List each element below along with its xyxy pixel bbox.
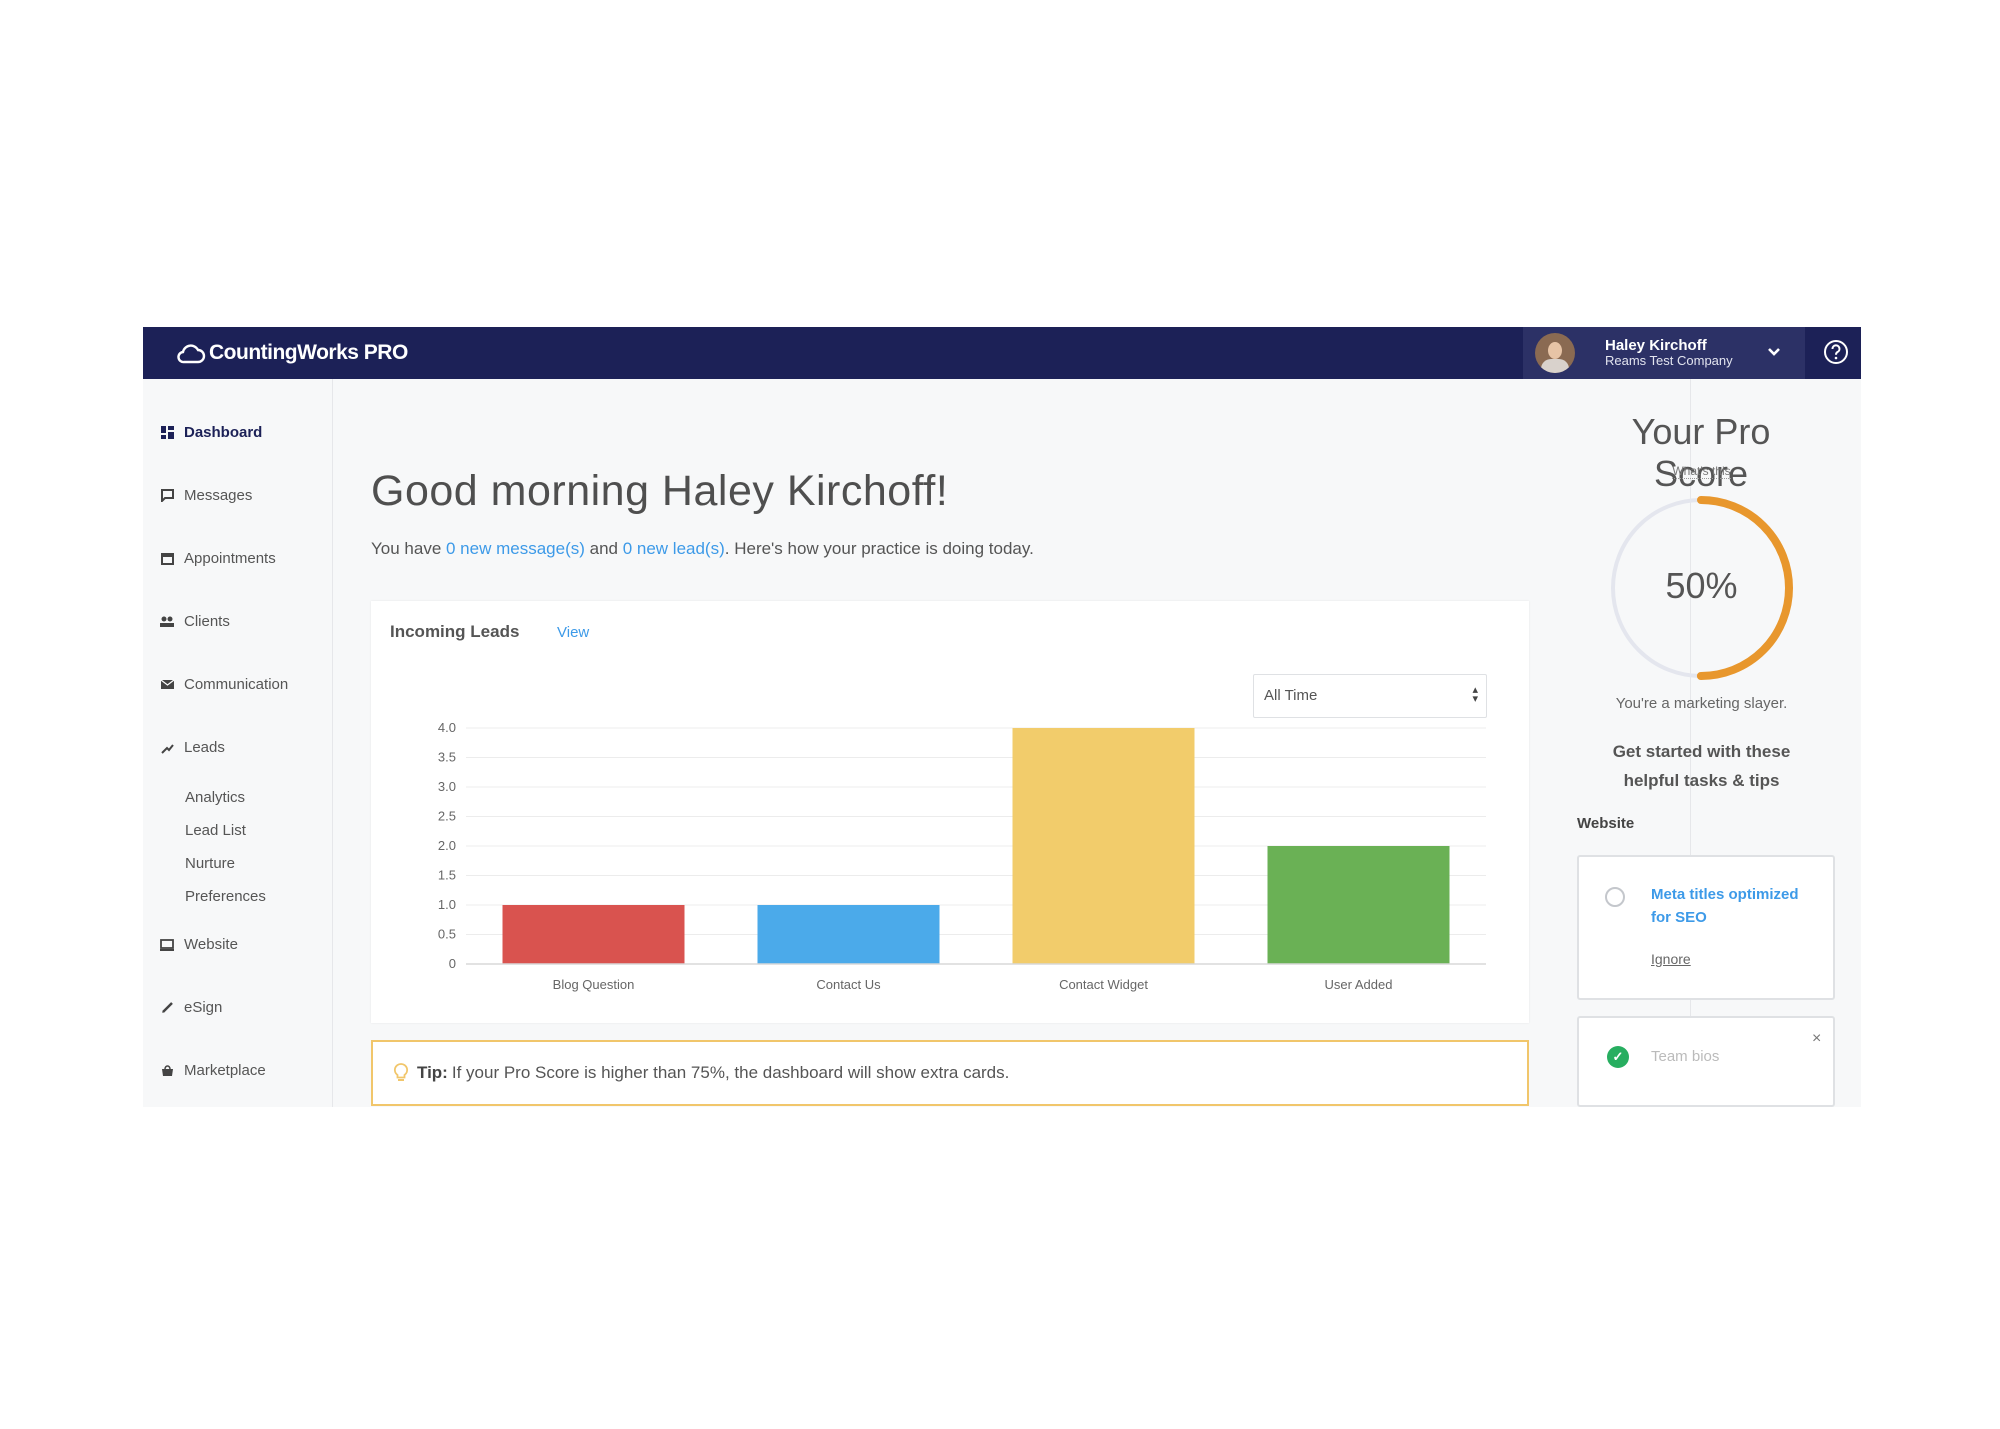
sidebar-item-label: Clients [184, 613, 230, 630]
sidebar-item-esign[interactable]: eSign [160, 999, 222, 1016]
cloud-logo-icon [177, 344, 206, 364]
marketplace-icon [160, 1064, 174, 1078]
summary-suffix: . Here's how your practice is doing toda… [724, 539, 1034, 558]
sidebar-item-label: Communication [184, 676, 289, 693]
y-tick-label: 2.5 [438, 809, 456, 824]
task-link[interactable]: Meta titles optimized for SEO [1651, 886, 1799, 926]
sidebar-item-label: Website [184, 936, 238, 953]
bar-contact-us[interactable] [757, 905, 940, 964]
summary-prefix: You have [371, 539, 446, 558]
dashboard-icon [160, 426, 174, 440]
y-tick-label: 4.0 [438, 720, 456, 735]
summary-text: You have 0 new message(s) and 0 new lead… [371, 539, 1034, 559]
sidebar-item-website[interactable]: Website [160, 936, 238, 953]
summary-middle: and [584, 539, 623, 558]
sidebar-item-label: Dashboard [184, 424, 263, 441]
communication-icon [160, 678, 174, 692]
tip-banner: Tip: If your Pro Score is higher than 75… [371, 1040, 1529, 1106]
top-navbar: CountingWorks PRO Haley Kirchoff Reams T… [143, 327, 1861, 379]
user-name: Haley Kirchoff [1605, 337, 1707, 354]
ignore-link[interactable]: Ignore [1651, 951, 1691, 967]
pro-score-message: You're a marketing slayer. [1615, 695, 1788, 712]
pro-score-value: 50% [1665, 565, 1738, 606]
sidebar-item-label: Appointments [184, 550, 276, 567]
user-menu[interactable]: Haley Kirchoff Reams Test Company [1523, 327, 1805, 379]
task-label: Team bios [1651, 1048, 1720, 1065]
y-tick-label: 0.5 [438, 927, 456, 942]
task-card-completed: ✓ Team bios × [1577, 1016, 1835, 1107]
check-icon: ✓ [1607, 1046, 1629, 1068]
section-heading: Website [1577, 815, 1635, 832]
app-window: CountingWorks PRO Haley Kirchoff Reams T… [143, 327, 1861, 1107]
leads-bar-chart: 0 0.5 1.0 1.5 2.0 2.5 3.0 3.5 4.0 Blog Question Co… [438, 720, 1486, 992]
chevron-down-icon[interactable] [1765, 343, 1783, 361]
whats-this-link[interactable]: What's this [1567, 464, 1836, 479]
date-range-value: All Time [1264, 687, 1318, 704]
page-title: Good morning Haley Kirchoff! [371, 467, 949, 515]
y-tick-label: 3.5 [438, 750, 456, 765]
tip-text: If your Pro Score is higher than 75%, th… [451, 1063, 1010, 1082]
sidebar-subitem-preferences[interactable]: Preferences [185, 888, 266, 905]
gauge-progress-arc [1609, 496, 1793, 680]
website-icon [160, 938, 174, 952]
y-tick-label: 1.0 [438, 897, 456, 912]
tasks-heading-line2: helpful tasks & tips [1623, 771, 1780, 790]
brand-logo[interactable]: CountingWorks PRO [176, 337, 408, 369]
incoming-leads-card: Incoming Leads View All Time ▴ ▾ 0 0.5 1.0 1… [371, 601, 1529, 1023]
messages-icon [160, 489, 174, 503]
bar-user-added[interactable] [1267, 846, 1450, 964]
x-tick-label: Contact Widget [1059, 977, 1148, 992]
sidebar-item-label: Messages [184, 487, 253, 504]
tip-label: Tip: [417, 1063, 448, 1082]
avatar [1535, 333, 1575, 373]
tasks-heading: Get started with these helpful tasks & t… [1567, 737, 1836, 795]
sidebar-item-label: eSign [184, 999, 223, 1016]
sidebar-item-communication[interactable]: Communication [160, 676, 288, 693]
main-content: Good morning Haley Kirchoff! You have 0 … [333, 379, 1688, 1107]
sidebar-item-appointments[interactable]: Appointments [160, 550, 276, 567]
new-messages-link[interactable]: 0 new message(s) [446, 539, 585, 558]
tasks-heading-line1: Get started with these [1612, 742, 1791, 761]
pen-icon [160, 1001, 174, 1015]
help-icon[interactable] [1823, 339, 1849, 365]
whats-this-label: What's this [1672, 464, 1731, 479]
y-tick-label: 3.0 [438, 779, 456, 794]
sidebar-subitem-lead-list[interactable]: Lead List [185, 822, 246, 839]
sidebar: Dashboard Messages Appointments Clients … [143, 379, 333, 1107]
x-tick-label: Contact Us [816, 977, 881, 992]
new-leads-link[interactable]: 0 new lead(s) [622, 539, 725, 558]
clients-icon [160, 615, 174, 629]
y-tick-label: 2.0 [438, 838, 456, 853]
sidebar-item-marketplace[interactable]: Marketplace [160, 1062, 266, 1079]
sidebar-item-leads[interactable]: Leads [160, 739, 225, 756]
y-tick-label: 1.5 [438, 868, 456, 883]
calendar-icon [160, 552, 174, 566]
date-range-select[interactable]: All Time ▴ ▾ [1253, 674, 1487, 718]
sidebar-subitem-analytics[interactable]: Analytics [185, 789, 246, 806]
sidebar-item-dashboard[interactable]: Dashboard [160, 424, 262, 441]
sidebar-item-label: Leads [184, 739, 225, 756]
pro-score-gauge [1609, 496, 1793, 680]
sidebar-item-messages[interactable]: Messages [160, 487, 252, 504]
close-icon[interactable]: × [1812, 1030, 1822, 1047]
y-tick-label: 0 [449, 956, 456, 971]
sidebar-item-clients[interactable]: Clients [160, 613, 230, 630]
task-radio[interactable] [1605, 887, 1625, 907]
sidebar-subitem-nurture[interactable]: Nurture [185, 855, 236, 872]
select-arrows-icon: ▴ ▾ [1472, 684, 1478, 705]
x-tick-label: User Added [1325, 977, 1393, 992]
view-link[interactable]: View [557, 624, 590, 641]
task-card: Meta titles optimized for SEO Ignore [1577, 855, 1835, 1000]
sidebar-item-label: Marketplace [184, 1062, 266, 1079]
bar-blog-question[interactable] [502, 905, 685, 964]
bar-contact-widget[interactable] [1012, 728, 1195, 964]
user-company: Reams Test Company [1605, 353, 1733, 368]
card-title: Incoming Leads [390, 622, 520, 641]
brand-name: CountingWorks PRO [209, 341, 408, 364]
leads-icon [160, 741, 174, 755]
lightbulb-icon [393, 1063, 409, 1081]
pro-score-panel: Your Pro Score What's this 50% You're a … [1567, 379, 1836, 1107]
x-tick-label: Blog Question [553, 977, 635, 992]
pro-score-title: Your Pro Score [1631, 411, 1771, 494]
